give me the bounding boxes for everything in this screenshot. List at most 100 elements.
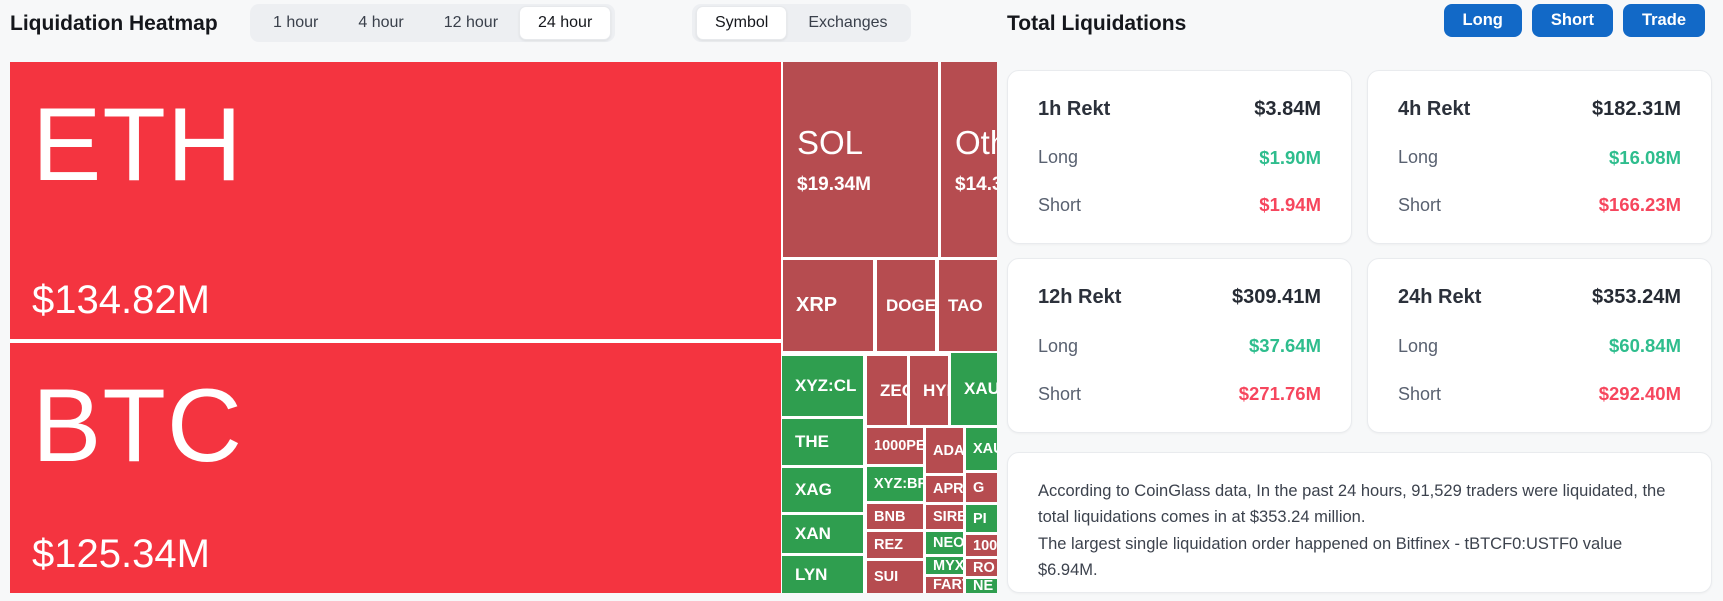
treemap-cell-ada[interactable]: ADA xyxy=(926,428,963,473)
rekt-card-4h-rekt: 4h Rekt $182.31M Long $16.08M Short $166.23M xyxy=(1367,70,1712,244)
cell-symbol: APR xyxy=(933,481,963,497)
treemap-cell-siren[interactable]: SIREN xyxy=(926,505,963,529)
cell-symbol: REZ xyxy=(874,537,903,553)
summary-line-1: According to CoinGlass data, In the past… xyxy=(1038,482,1666,527)
card-total-value: $182.31M xyxy=(1592,98,1681,120)
cell-symbol: NE xyxy=(973,579,994,593)
card-long-row: Long $1.90M xyxy=(1038,147,1321,169)
treemap-cell-1000pe[interactable]: 1000PE xyxy=(867,428,923,464)
card-short-row: Short $166.23M xyxy=(1398,194,1681,216)
cell-value: $19.34M xyxy=(797,173,871,195)
treemap-cell-xaut[interactable]: XAUT xyxy=(966,428,997,470)
treemap-cell-xau[interactable]: XAU xyxy=(951,353,997,425)
card-header-row: 1h Rekt $3.84M xyxy=(1038,98,1321,121)
card-total-value: $309.41M xyxy=(1232,286,1321,308)
symbol-exchange-tab-group: Symbol Exchanges xyxy=(692,4,911,42)
treemap-cell-fart[interactable]: FART xyxy=(926,577,963,593)
rekt-card-24h-rekt: 24h Rekt $353.24M Long $60.84M Short $292.40M xyxy=(1367,258,1712,433)
treemap-cell-lyn[interactable]: LYN xyxy=(782,556,863,593)
cell-symbol: ETH xyxy=(32,87,243,203)
card-title: 4h Rekt xyxy=(1398,98,1471,120)
tab-24-hour[interactable]: 24 hour xyxy=(519,6,612,40)
time-range-tab-group: 1 hour 4 hour 12 hour 24 hour xyxy=(250,4,616,42)
treemap-cell-neo[interactable]: NEO xyxy=(926,532,963,554)
cell-symbol: XAG xyxy=(795,480,832,499)
treemap-cell-ro[interactable]: RO xyxy=(966,559,997,576)
long-label: Long xyxy=(1398,147,1439,167)
treemap-cell-the[interactable]: THE xyxy=(782,419,863,465)
treemap-cell-sui[interactable]: SUI xyxy=(867,561,923,593)
cell-symbol: BNB xyxy=(874,508,906,525)
treemap-cell-xan[interactable]: XAN xyxy=(782,515,863,553)
treemap-cell-myx[interactable]: MYX xyxy=(926,557,963,574)
tab-4-hour[interactable]: 4 hour xyxy=(358,14,404,31)
treemap-cell-g[interactable]: G xyxy=(966,473,997,502)
cell-symbol: SIREN xyxy=(933,509,963,525)
cell-symbol: ZEC xyxy=(880,380,907,400)
cell-symbol: PI xyxy=(973,510,987,527)
treemap-cell-xag[interactable]: XAG xyxy=(782,468,863,512)
cell-symbol: MYX xyxy=(933,557,963,574)
treemap-cell-zec[interactable]: ZEC xyxy=(867,356,907,425)
card-header-row: 12h Rekt $309.41M xyxy=(1038,286,1321,309)
short-value: $271.76M xyxy=(1238,383,1321,404)
summary-card: According to CoinGlass data, In the past… xyxy=(1007,452,1712,593)
card-title: 12h Rekt xyxy=(1038,286,1122,308)
tab-symbol[interactable]: Symbol xyxy=(696,6,788,40)
cell-value: $14.39M xyxy=(955,173,997,195)
treemap-cell-tao[interactable]: TAO xyxy=(939,260,997,351)
cell-symbol: THE xyxy=(795,432,829,451)
tab-1-hour[interactable]: 1 hour xyxy=(273,14,319,31)
cell-symbol: RO xyxy=(973,559,995,576)
short-button[interactable]: Short xyxy=(1531,4,1613,37)
treemap-cell-bnb[interactable]: BNB xyxy=(867,504,923,529)
cell-symbol: G xyxy=(973,479,985,496)
rekt-card-1h-rekt: 1h Rekt $3.84M Long $1.90M Short $1.94M xyxy=(1007,70,1352,244)
cell-symbol: ADA xyxy=(933,442,963,459)
card-header-row: 4h Rekt $182.31M xyxy=(1398,98,1681,121)
treemap-cell-sol[interactable]: SOL $19.34M xyxy=(783,62,938,257)
cell-value: $125.34M xyxy=(32,532,210,576)
cell-symbol: XAU xyxy=(964,379,997,398)
short-value: $292.40M xyxy=(1598,383,1681,404)
card-title: 1h Rekt xyxy=(1038,98,1111,120)
cell-symbol: LYN xyxy=(795,564,828,584)
trade-button[interactable]: Trade xyxy=(1622,4,1705,37)
treemap-cell-xyz-cl[interactable]: XYZ:CL xyxy=(782,356,863,416)
treemap-cell-pi[interactable]: PI xyxy=(966,505,997,532)
tab-12-hour[interactable]: 12 hour xyxy=(443,14,499,31)
page-title: Liquidation Heatmap xyxy=(10,12,218,35)
short-label: Short xyxy=(1038,383,1082,404)
treemap-cell-1000[interactable]: 1000 xyxy=(966,535,997,556)
long-value: $1.90M xyxy=(1259,146,1321,168)
cell-symbol: XRP xyxy=(796,294,838,316)
long-button[interactable]: Long xyxy=(1443,4,1522,37)
treemap-cell-others[interactable]: Others $14.39M xyxy=(941,62,997,257)
action-button-row: Long Short Trade xyxy=(1443,4,1705,37)
long-value: $60.84M xyxy=(1609,335,1681,356)
treemap-cell-doge[interactable]: DOGE xyxy=(877,260,935,351)
cell-symbol: BTC xyxy=(32,368,243,484)
treemap-cell-rez[interactable]: REZ xyxy=(867,532,923,558)
short-label: Short xyxy=(1398,383,1442,404)
cell-symbol: 1000 xyxy=(973,537,997,554)
cell-symbol: TAO xyxy=(948,295,983,315)
card-short-row: Short $292.40M xyxy=(1398,383,1681,405)
treemap-cell-btc[interactable]: BTC $125.34M xyxy=(10,343,781,593)
treemap-cell-eth[interactable]: ETH $134.82M xyxy=(10,62,781,339)
treemap-cell-xyz-brk[interactable]: XYZ:BRK xyxy=(867,467,923,501)
short-label: Short xyxy=(1038,194,1082,215)
treemap-cell-apr[interactable]: APR xyxy=(926,476,963,502)
cell-symbol: SOL xyxy=(797,123,864,161)
cell-symbol: 1000PE xyxy=(874,438,923,454)
card-total-value: $3.84M xyxy=(1254,98,1321,120)
liquidation-treemap: ETH $134.82M BTC $125.34M SOL $19.34M Others $1… xyxy=(10,62,997,593)
rekt-card-12h-rekt: 12h Rekt $309.41M Long $37.64M Short $271.76M xyxy=(1007,258,1352,433)
tab-exchanges[interactable]: Exchanges xyxy=(808,14,888,31)
total-liquidations-title: Total Liquidations xyxy=(1007,12,1187,35)
treemap-cell-xrp[interactable]: XRP xyxy=(783,260,873,351)
treemap-cell-hype[interactable]: HYPE xyxy=(910,356,948,425)
long-value: $37.64M xyxy=(1249,335,1321,356)
short-value: $1.94M xyxy=(1259,194,1321,215)
treemap-cell-ne[interactable]: NE xyxy=(966,579,997,593)
